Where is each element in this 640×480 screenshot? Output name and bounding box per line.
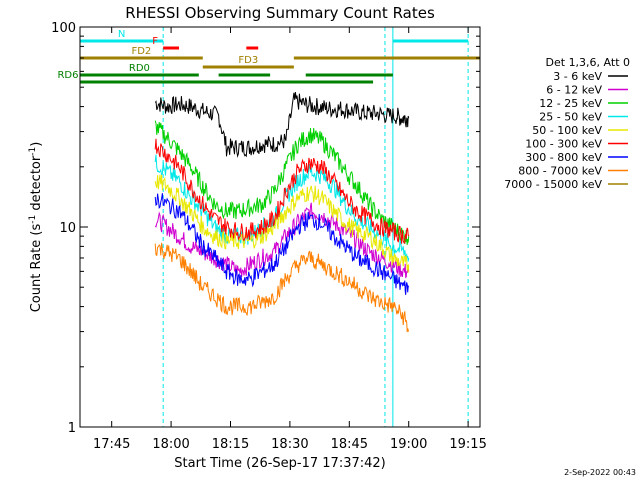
x-tick-label-3: 18:30 — [271, 437, 308, 452]
x-tick-label-5: 19:00 — [390, 437, 427, 452]
series-line-3 — [154, 154, 410, 262]
flag-label-0: N — [118, 29, 125, 40]
x-tick-label-4: 18:45 — [331, 437, 368, 452]
y-label-sup-1: -1 — [28, 215, 38, 224]
legend-label-3: 25 - 50 keV — [539, 111, 602, 124]
flag-label-4: RD0 — [129, 63, 150, 74]
series-layer — [154, 91, 410, 333]
y-label-mid: detector — [29, 155, 44, 215]
chart-title: RHESSI Observing Summary Count Rates — [125, 4, 435, 22]
legend-label-7: 800 - 7000 keV — [518, 165, 602, 178]
y-axis-label: Count Rate (s-1 detector-1) — [28, 142, 44, 313]
legend-label-5: 100 - 300 keV — [525, 138, 602, 151]
y-tick-label-0: 1 — [68, 421, 76, 436]
series-line-1 — [154, 202, 410, 279]
x-axis-ticks: 17:45 18:00 18:15 18:30 18:45 19:00 19:15 — [93, 27, 487, 452]
y-label-sup-2: -1 — [28, 147, 38, 156]
y-label-main: Count Rate (s — [29, 224, 44, 313]
legend-label-8: 7000 - 15000 keV — [504, 178, 602, 191]
x-axis-label: Start Time (26-Sep-17 17:37:42) — [174, 456, 385, 471]
x-tick-label-2: 18:15 — [212, 437, 249, 452]
series-line-4 — [154, 174, 410, 273]
y-tick-label-2: 100 — [51, 21, 76, 36]
legend-header: Det 1,3,6, Att 0 — [546, 56, 630, 69]
series-line-7 — [154, 242, 410, 333]
y-tick-label-1: 10 — [59, 221, 76, 236]
date-stamp: 2-Sep-2022 00:43 — [564, 468, 636, 477]
legend-label-6: 300 - 800 keV — [525, 151, 602, 164]
y-label-end: ) — [29, 142, 44, 147]
flag-label-3: FD3 — [238, 55, 258, 66]
x-tick-label-6: 19:15 — [449, 437, 486, 452]
legend-label-1: 6 - 12 keV — [546, 84, 602, 97]
y-axis-ticks: 1 10 100 — [51, 21, 480, 436]
x-tick-label-0: 17:45 — [93, 437, 130, 452]
flag-label-2: FD2 — [131, 46, 151, 57]
flag-label-5: RD6 — [57, 70, 78, 81]
series-line-6 — [154, 193, 410, 295]
legend-label-2: 12 - 25 keV — [539, 97, 602, 110]
series-line-5 — [154, 138, 410, 244]
series-line-0 — [154, 91, 410, 158]
x-tick-label-1: 18:00 — [152, 437, 189, 452]
legend-label-0: 3 - 6 keV — [553, 70, 602, 83]
flag-label-1: F — [152, 36, 158, 47]
series-line-2 — [154, 120, 410, 245]
legend-label-4: 50 - 100 keV — [532, 124, 602, 137]
